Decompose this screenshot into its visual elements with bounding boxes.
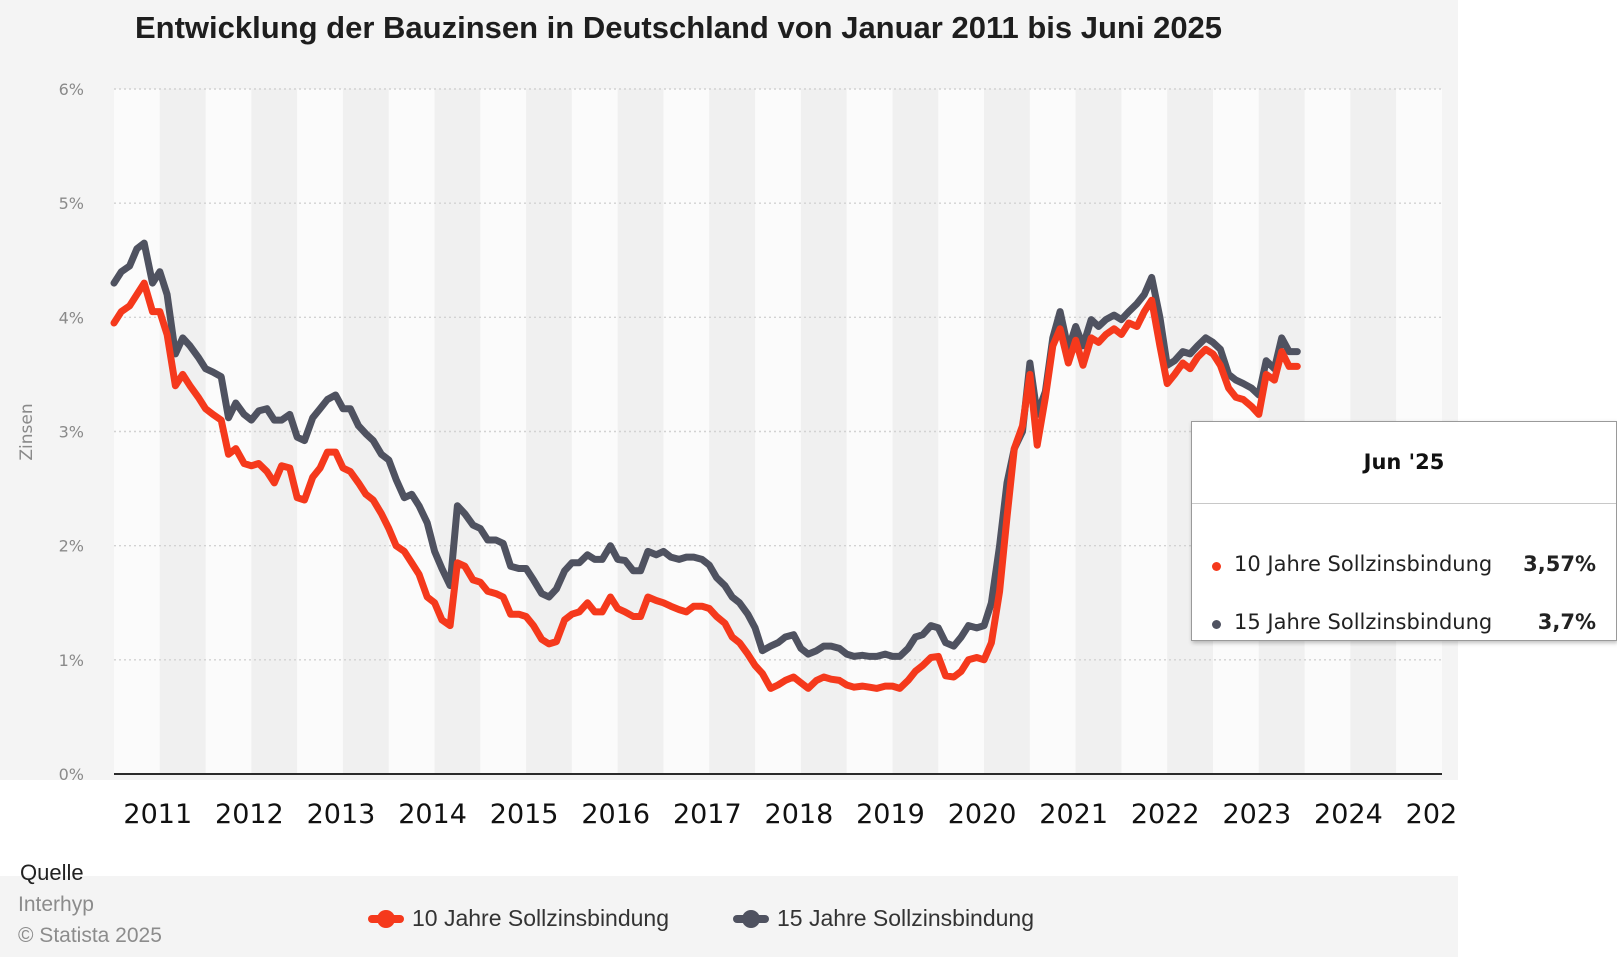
tooltip: Jun '25 10 Jahre Sollzinsbindung 3,57% 1… — [1191, 421, 1617, 641]
x-tick-label: 2017 — [673, 799, 742, 830]
background-band — [709, 89, 756, 774]
x-tick-label: 2025 — [1406, 799, 1458, 830]
tooltip-series-value: 3,57% — [1523, 552, 1596, 576]
x-tick-label: 2023 — [1222, 799, 1291, 830]
background-band — [114, 89, 160, 774]
background-band — [1075, 89, 1122, 774]
x-tick-label: 2011 — [123, 799, 192, 830]
tooltip-row-10-jahre: 10 Jahre Sollzinsbindung 3,57% — [1212, 552, 1596, 582]
background-band — [388, 89, 435, 774]
y-axis-label: Zinsen — [17, 403, 37, 460]
background-band — [205, 89, 252, 774]
legend-swatch — [368, 909, 404, 928]
x-tick-label: 2012 — [215, 799, 284, 830]
tooltip-row-15-jahre: 15 Jahre Sollzinsbindung 3,7% — [1212, 610, 1596, 640]
y-axis-ticks: 0% 1% 2% 3% 4% 5% 6% — [59, 80, 84, 784]
x-tick-label: 2022 — [1131, 799, 1200, 830]
tooltip-title: Jun '25 — [1363, 450, 1445, 474]
tooltip-series-value: 3,7% — [1537, 610, 1596, 634]
legend-item-10-jahre[interactable]: 10 Jahre Sollzinsbindung — [368, 905, 669, 932]
background-band — [480, 89, 527, 774]
background-band — [159, 89, 206, 774]
tooltip-dot — [1212, 562, 1221, 571]
x-tick-label: 2018 — [765, 799, 834, 830]
x-tick-label: 2016 — [581, 799, 650, 830]
series-line-10-jahre[interactable] — [110, 279, 1301, 692]
x-tick-label: 2020 — [948, 799, 1017, 830]
x-tick-label: 2014 — [398, 799, 467, 830]
series-lines — [110, 239, 1301, 692]
legend-label: 15 Jahre Sollzinsbindung — [777, 905, 1035, 931]
legend-item-15-jahre[interactable]: 15 Jahre Sollzinsbindung — [733, 905, 1034, 932]
y-tick-label: 1% — [59, 651, 84, 670]
legend-label: 10 Jahre Sollzinsbindung — [412, 905, 670, 931]
tooltip-series-name: 10 Jahre Sollzinsbindung — [1234, 552, 1493, 576]
tooltip-series-name: 15 Jahre Sollzinsbindung — [1234, 610, 1493, 634]
y-tick-label: 5% — [59, 194, 84, 213]
x-tick-label: 2015 — [490, 799, 559, 830]
series-line-15-jahre[interactable] — [110, 239, 1301, 660]
background-band — [663, 89, 710, 774]
footer-band — [0, 876, 1458, 957]
x-axis-ticks: 2011 2012 2013 2014 2015 2016 2017 2018 2019 2020… — [123, 799, 1458, 830]
y-tick-label: 4% — [59, 308, 84, 327]
background-band — [755, 89, 801, 774]
tooltip-divider — [1192, 503, 1616, 504]
legend-swatch — [733, 909, 769, 928]
tooltip-dot — [1212, 620, 1221, 629]
source-heading: Quelle — [20, 860, 84, 885]
x-tick-label: 2019 — [856, 799, 925, 830]
x-tick-label: 2021 — [1039, 799, 1108, 830]
source-name[interactable]: Interhyp — [18, 893, 94, 916]
y-tick-label: 0% — [59, 765, 84, 784]
source-copyright[interactable]: © Statista 2025 — [18, 924, 162, 947]
x-tick-label: 2024 — [1314, 799, 1383, 830]
background-band — [434, 89, 481, 774]
x-tick-label: 2013 — [307, 799, 376, 830]
chart-title: Entwicklung der Bauzinsen in Deutschland… — [135, 10, 1223, 45]
y-tick-label: 6% — [59, 80, 84, 99]
y-tick-label: 3% — [59, 423, 84, 442]
y-tick-label: 2% — [59, 537, 84, 556]
